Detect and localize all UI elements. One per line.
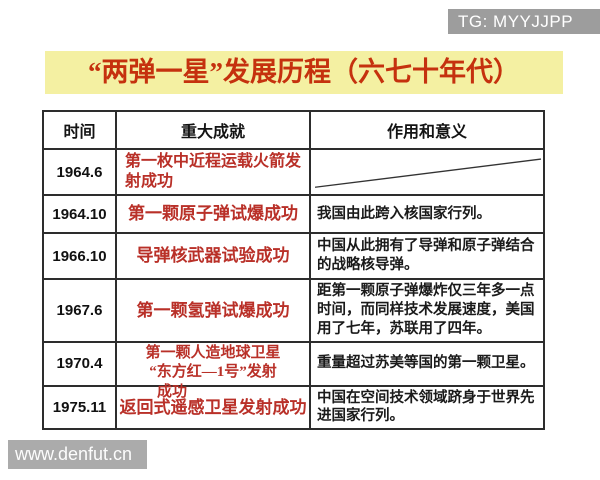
significance-cell: 重量超过苏美等国的第一颗卫星。 <box>309 340 545 387</box>
time-cell: 1970.4 <box>42 340 117 387</box>
table-row-1966-10: 1966.10 导弹核武器试验成功 中国从此拥有了导弹和原子弹结合的战略核导弹。 <box>42 232 545 280</box>
achievement-cell: 第一颗原子弹试爆成功 <box>115 194 311 234</box>
diagonal-slash-line <box>314 158 542 188</box>
achievement-cell: 第一枚中近程运载火箭发射成功 <box>115 148 311 196</box>
achievement-cell: 返回式遥感卫星发射成功 <box>115 384 311 431</box>
tg-watermark-badge: TG: MYYJJPP <box>448 9 600 34</box>
table-row-1964-6: 1964.6 第一枚中近程运载火箭发射成功 <box>42 148 545 196</box>
col-header-significance: 作用和意义 <box>309 110 545 150</box>
achievement-cell-satellite: 第一颗人造地球卫星 “东方红—1号”发射 成功 <box>115 340 311 400</box>
col-header-achievement: 重大成就 <box>115 110 311 150</box>
header-row: 时间 重大成就 作用和意义 <box>42 110 545 150</box>
table-row-1970-4: 1970.4 第一颗人造地球卫星 “东方红—1号”发射 成功 重量超过苏美等国的… <box>42 340 545 400</box>
satellite-line-1: 第一颗人造地球卫星 <box>145 344 281 361</box>
satellite-line-2: “东方红—1号”发射 <box>149 364 277 381</box>
table-row-1975-11: 1975.11 返回式遥感卫星发射成功 中国在空间技术领域跻身于世界先进国家行列… <box>42 384 545 431</box>
table-row-1964-10: 1964.10 第一颗原子弹试爆成功 我国由此跨入核国家行列。 <box>42 194 545 234</box>
table-row-1967-6: 1967.6 第一颗氢弹试爆成功 距第一颗原子弹爆炸仅三年多一点时间，而同样技术… <box>42 278 545 343</box>
empty-slash-cell <box>309 148 545 196</box>
site-watermark: www.denfut.cn <box>8 440 147 469</box>
achievement-cell: 第一颗氢弹试爆成功 <box>115 278 311 343</box>
col-header-time: 时间 <box>42 110 117 150</box>
time-cell: 1964.6 <box>42 148 117 196</box>
time-cell: 1967.6 <box>42 278 117 343</box>
achievement-cell: 导弹核武器试验成功 <box>115 232 311 280</box>
significance-cell: 距第一颗原子弹爆炸仅三年多一点时间，而同样技术发展速度，美国用了七年，苏联用了四… <box>309 278 545 343</box>
time-cell: 1966.10 <box>42 232 117 280</box>
time-cell: 1964.10 <box>42 194 117 234</box>
significance-cell: 中国在空间技术领域跻身于世界先进国家行列。 <box>309 384 545 431</box>
time-cell: 1975.11 <box>42 384 117 431</box>
significance-cell: 中国从此拥有了导弹和原子弹结合的战略核导弹。 <box>309 232 545 280</box>
slide-title: “两弹一星”发展历程（六七十年代） <box>45 51 563 94</box>
significance-cell: 我国由此跨入核国家行列。 <box>309 194 545 234</box>
history-table: 时间 重大成就 作用和意义 1964.6 第一枚中近程运载火箭发射成功 1964… <box>42 110 545 431</box>
